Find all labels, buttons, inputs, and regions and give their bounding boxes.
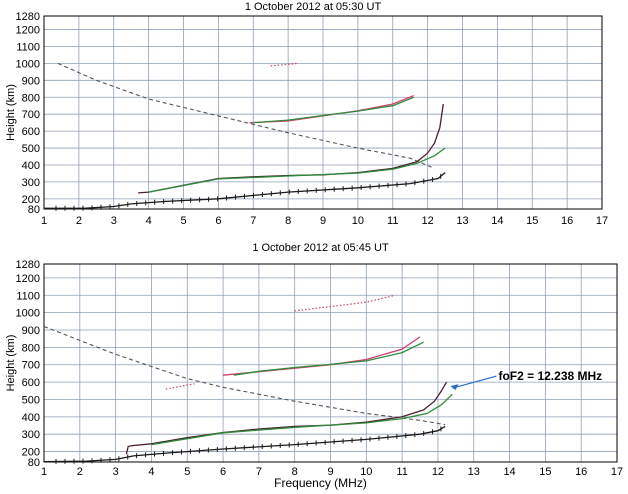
x-tick-label: 16 [575, 466, 587, 478]
x-tick-label: 2 [77, 466, 83, 478]
trace-series-6 [294, 294, 396, 312]
x-tick-label: 3 [111, 215, 117, 227]
x-tick-label: 6 [215, 215, 221, 227]
y-axis-label: Height (km) [5, 335, 17, 392]
x-tick-label: 7 [256, 466, 262, 478]
trace-series-2 [125, 381, 448, 455]
x-tick-label: 16 [561, 215, 573, 227]
y-tick-label: 700 [22, 109, 40, 121]
trace-series-3 [148, 147, 446, 193]
y-tick-label: 300 [22, 429, 40, 441]
y-tick-label: 900 [22, 325, 40, 337]
trace-series-7 [165, 383, 195, 390]
y-tick-label: 300 [22, 177, 40, 189]
y-tick-label: 600 [22, 377, 40, 389]
x-tick-label: 8 [285, 215, 291, 227]
y-tick-label: 1280 [16, 259, 40, 271]
x-tick-label: 12 [422, 215, 434, 227]
y-tick-label: 1100 [16, 290, 40, 302]
ionogram-panel-0530: 1 2 3 4 5 6 7 8 9 10 11 12 13 14 15 16 17802003004005006… [5, 1, 608, 227]
y-tick-label: 1200 [16, 25, 40, 37]
x-tick-label: 6 [220, 466, 226, 478]
x-tick-label: 10 [352, 215, 364, 227]
y-tick-label: 800 [22, 92, 40, 104]
x-tick-label: 9 [327, 466, 333, 478]
y-tick-label: 500 [22, 143, 40, 155]
y-tick-label: 200 [22, 194, 40, 206]
x-tick-label: 9 [320, 215, 326, 227]
y-tick-label: 80 [28, 204, 40, 216]
trace-series-5 [233, 341, 424, 376]
x-tick-label: 15 [539, 466, 551, 478]
y-tick-label: 400 [22, 160, 40, 172]
trace-series-0 [43, 325, 446, 426]
y-tick-label: 800 [22, 342, 40, 354]
x-tick-label: 17 [611, 466, 623, 478]
x-tick-label: 15 [526, 215, 538, 227]
trace-series-1 [43, 172, 446, 209]
y-tick-label: 200 [22, 447, 40, 459]
y-tick-label: 1000 [16, 58, 40, 70]
y-tick-label: 600 [22, 126, 40, 138]
x-tick-label: 8 [292, 466, 298, 478]
trace-series-3 [151, 393, 453, 446]
y-tick-label: 700 [22, 360, 40, 372]
x-tick-label: 5 [180, 215, 186, 227]
x-tick-label: 10 [360, 466, 372, 478]
trace-series-1 [43, 425, 446, 463]
x-tick-label: 1 [41, 215, 47, 227]
chart-title: 1 October 2012 at 05:30 UT [245, 1, 382, 13]
x-tick-label: 4 [148, 466, 154, 478]
x-tick-label: 14 [503, 466, 515, 478]
trace-series-0 [57, 62, 435, 169]
x-tick-label: 2 [76, 215, 82, 227]
plot-frame [43, 263, 618, 463]
y-tick-label: 1200 [16, 273, 40, 285]
x-axis-label: Frequency (MHz) [274, 476, 367, 490]
y-axis-label: Height (km) [5, 84, 17, 141]
x-tick-label: 13 [456, 215, 468, 227]
x-tick-label: 13 [468, 466, 480, 478]
annotation-arrow-line [452, 375, 497, 389]
x-tick-label: 5 [184, 466, 190, 478]
x-tick-label: 14 [491, 215, 503, 227]
x-tick-label: 4 [146, 215, 152, 227]
trace-series-5 [253, 96, 414, 124]
y-tick-label: 1280 [16, 11, 40, 23]
x-tick-label: 12 [432, 466, 444, 478]
y-tick-label: 80 [28, 457, 40, 469]
y-tick-label: 1000 [16, 308, 40, 320]
y-tick-label: 400 [22, 412, 40, 424]
y-tick-label: 900 [22, 75, 40, 87]
x-tick-label: 11 [396, 466, 407, 478]
y-tick-label: 1100 [16, 41, 40, 53]
chart-title: 1 October 2012 at 05:45 UT [252, 242, 389, 254]
x-tick-label: 11 [387, 215, 398, 227]
x-tick-label: 1 [41, 466, 47, 478]
x-tick-label: 3 [113, 466, 119, 478]
annotation-foF2: foF2 = 12.238 MHz [498, 369, 602, 383]
plot-frame [43, 15, 603, 210]
y-tick-label: 500 [22, 394, 40, 406]
x-tick-label: 17 [596, 215, 608, 227]
ionogram-panel-0545: 1 2 3 4 5 6 7 8 9 10 11 12 13 14 15 16 17802003004005006… [5, 242, 623, 490]
x-tick-label: 7 [250, 215, 256, 227]
annotation-arrow-head [450, 384, 459, 391]
